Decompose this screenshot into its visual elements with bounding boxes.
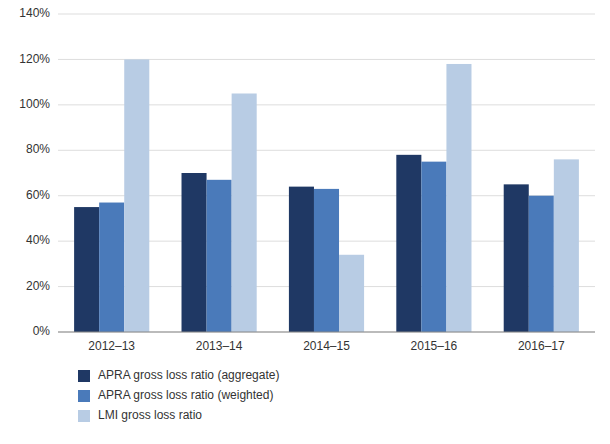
y-tick-label: 140% [19,6,50,20]
y-axis: 0% 20% 40% 60% 80% 100% 120% 140% [19,6,50,338]
bar [339,255,364,332]
x-tick-label: 2016–17 [518,339,565,353]
x-axis-line [58,332,595,333]
bar [182,173,207,332]
bar [396,155,421,332]
x-tick-label: 2015–16 [411,339,458,353]
y-tick-label: 100% [19,97,50,111]
legend-swatch [78,390,90,402]
legend-label: LMI gross loss ratio [98,408,202,422]
y-tick-label: 0% [33,324,51,338]
x-tick-label: 2014–15 [303,339,350,353]
series [124,59,579,332]
grid-line [58,14,595,15]
bar [99,203,124,332]
y-tick-label: 20% [26,279,50,293]
bar [554,159,579,332]
bar [207,180,232,332]
grid [58,14,595,332]
bar [421,162,446,332]
grid-line [58,332,595,333]
y-tick-label: 60% [26,188,50,202]
bars [74,59,579,332]
legend-label: APRA gross loss ratio (aggregate) [98,368,279,382]
bar [504,184,529,332]
chart-svg: 0% 20% 40% 60% 80% 100% 120% 140% 2012–13 2013–14… [0,0,610,444]
x-tick-label: 2013–14 [196,339,243,353]
bar [289,187,314,332]
x-axis: 2012–13 2013–14 2014–15 2015–16 2016–17 [58,332,595,353]
x-tick-label: 2012–13 [88,339,135,353]
y-tick-label: 40% [26,233,50,247]
bar [446,64,471,332]
y-tick-label: 80% [26,142,50,156]
series [99,162,554,332]
bar [314,189,339,332]
legend-swatch [78,370,90,382]
bar [124,59,149,332]
bar [74,207,99,332]
bar [529,196,554,332]
y-tick-label: 120% [19,52,50,66]
bar [232,94,257,333]
chart-container: 0% 20% 40% 60% 80% 100% 120% 140% 2012–13 2013–14… [0,0,610,444]
legend-label: APRA gross loss ratio (weighted) [98,388,273,402]
legend: APRA gross loss ratio (aggregate) APRA gr… [78,368,279,422]
legend-swatch [78,410,90,422]
